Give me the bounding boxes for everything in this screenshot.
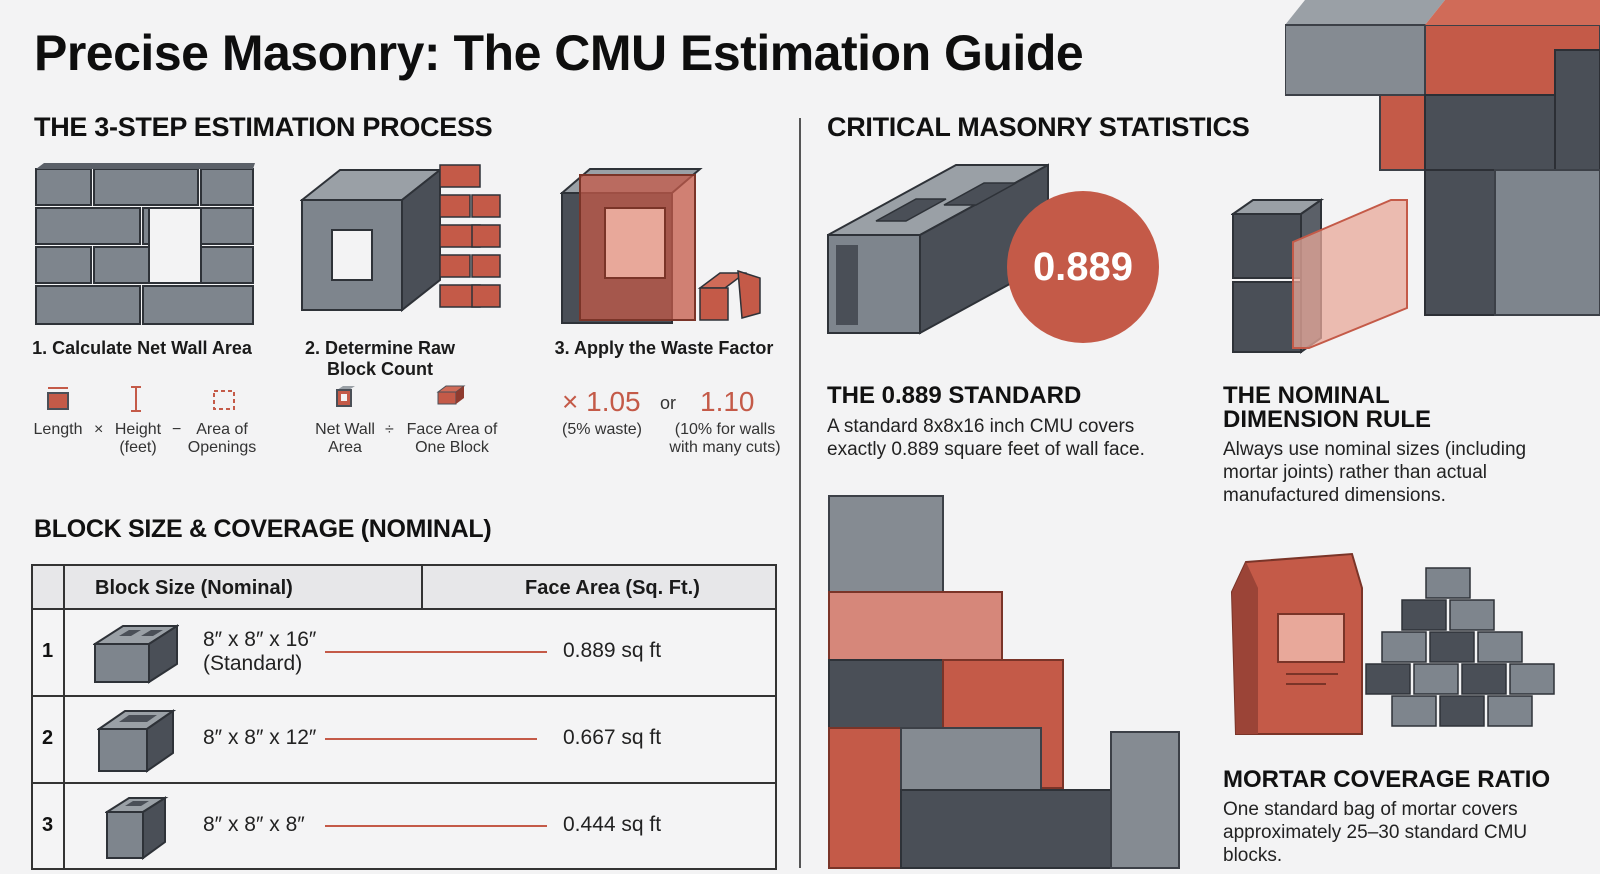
waste-factor-illustration <box>560 168 761 324</box>
stats-section-heading: CRITICAL MASONRY STATISTICS <box>827 112 1250 142</box>
table-header-divider <box>421 566 423 610</box>
table-num-column-line <box>63 566 65 868</box>
block-face-icon <box>436 385 466 405</box>
header-block-size: Block Size (Nominal) <box>95 577 293 599</box>
factor-110-note: (10% for walls with many cuts) <box>669 421 781 456</box>
block-16-icon <box>93 624 179 684</box>
block-size-3: 8″ x 8″ x 8″ <box>203 813 305 836</box>
step-1-title: 1. Calculate Net Wall Area <box>32 338 252 358</box>
face-area-label: Face Area of One Block <box>406 421 498 456</box>
or-label: or <box>660 393 677 413</box>
net-wall-area-label: Net Wall Area <box>315 421 375 456</box>
nominal-title-line2: DIMENSION RULE <box>1223 406 1432 433</box>
header-face-area: Face Area (Sq. Ft.) <box>525 577 700 599</box>
cmu-block-illustration <box>827 163 1049 335</box>
block-size-1-line2: (Standard) <box>203 652 303 675</box>
decorative-blocks-top-right <box>1285 0 1600 316</box>
length-label: Length <box>33 421 83 438</box>
block-size-1-line1: 8″ x 8″ x 16″ <box>203 628 317 651</box>
multiply-operator: × <box>94 421 104 438</box>
face-area-3: 0.444 sq ft <box>563 813 662 836</box>
mortar-bag-illustration <box>1230 552 1555 735</box>
table-row: 1 8″ x 8″ x 16″ (Standard) 0.889 sq ft <box>33 610 775 697</box>
nominal-text: Always use nominal sizes (including mort… <box>1223 439 1527 506</box>
minus-operator: − <box>172 421 182 438</box>
nominal-dimension-illustration <box>1231 198 1408 354</box>
face-area-1: 0.889 sq ft <box>563 639 662 662</box>
divide-operator: ÷ <box>385 421 394 438</box>
block-size-1: 8″ x 8″ x 16″ (Standard) <box>203 628 316 676</box>
block-coverage-table: Block Size (Nominal) Face Area (Sq. Ft.)… <box>31 564 777 870</box>
leader-line <box>325 651 547 653</box>
block-12-icon <box>97 709 177 773</box>
standard-text: A standard 8x8x16 inch CMU covers exactl… <box>827 416 1145 460</box>
mortar-text: One standard bag of mortar covers approx… <box>1223 799 1528 866</box>
table-row: 3 8″ x 8″ x 8″ 0.444 sq ft <box>33 784 775 871</box>
row-number: 1 <box>42 640 54 662</box>
coverage-section-heading: BLOCK SIZE & COVERAGE (NOMINAL) <box>34 515 492 543</box>
page-title: Precise Masonry: The CMU Estimation Guid… <box>34 25 1084 81</box>
openings-icon <box>213 390 235 410</box>
row-number: 2 <box>42 727 54 749</box>
block-size-2: 8″ x 8″ x 12″ <box>203 726 317 749</box>
row-number: 3 <box>42 814 54 836</box>
net-wall-area-illustration <box>35 163 255 325</box>
stepped-blocks-illustration <box>828 495 1180 869</box>
net-wall-icon <box>336 386 355 407</box>
step-3-title: 3. Apply the Waste Factor <box>554 338 774 358</box>
standard-title: THE 0.889 STANDARD <box>827 382 1082 409</box>
face-area-2: 0.667 sq ft <box>563 726 662 749</box>
length-icon <box>47 387 69 410</box>
mortar-title: MORTAR COVERAGE RATIO <box>1223 766 1551 793</box>
height-icon <box>131 386 141 412</box>
waste-factor-110: 1.10 <box>700 386 755 417</box>
column-divider <box>799 118 801 868</box>
leader-line <box>325 738 537 740</box>
block-8-icon <box>105 796 169 860</box>
table-header: Block Size (Nominal) Face Area (Sq. Ft.) <box>33 566 775 610</box>
nominal-title: THE NOMINAL DIMENSION RULE <box>1223 384 1431 432</box>
coverage-badge: 0.889 <box>1007 191 1159 343</box>
factor-105-note: (5% waste) <box>561 421 643 438</box>
nominal-title-line1: THE NOMINAL <box>1223 382 1390 409</box>
height-label: Height (feet) <box>114 421 162 456</box>
leader-line <box>325 825 547 827</box>
process-section-heading: THE 3-STEP ESTIMATION PROCESS <box>34 112 493 142</box>
waste-factor-105: × 1.05 <box>562 386 641 417</box>
table-row: 2 8″ x 8″ x 12″ 0.667 sq ft <box>33 697 775 784</box>
step-2-title: 2. Determine Raw Block Count <box>304 338 456 379</box>
openings-label: Area of Openings <box>187 421 257 456</box>
raw-block-count-illustration <box>300 164 501 313</box>
